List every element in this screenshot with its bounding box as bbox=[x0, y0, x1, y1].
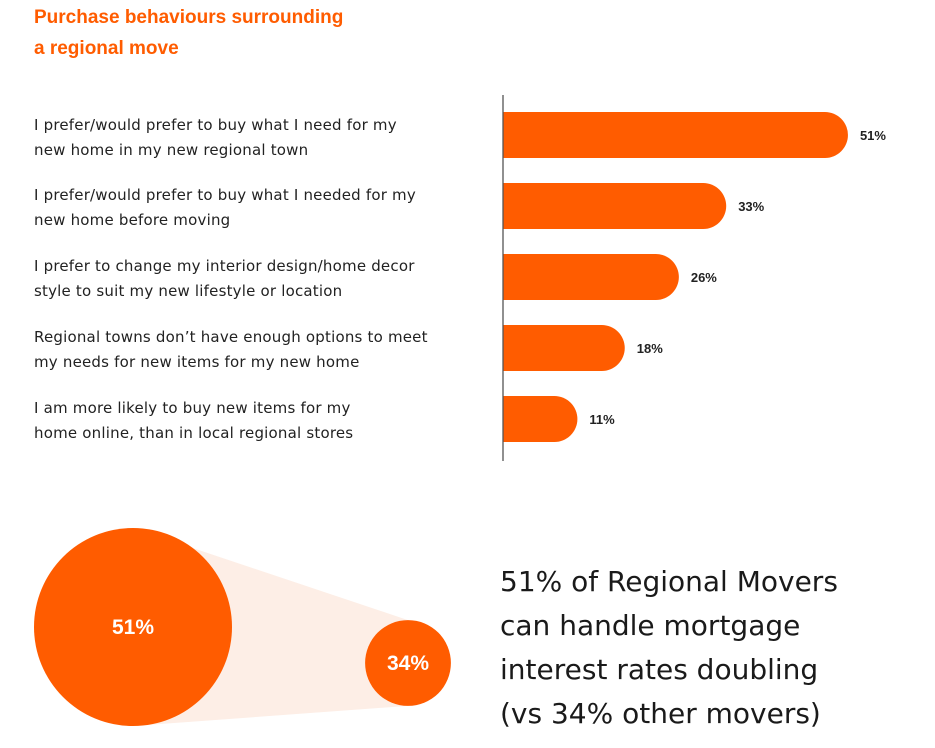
bubble-other-movers-label: 34% bbox=[387, 652, 429, 675]
bar-value-label-4: 18% bbox=[637, 341, 663, 356]
category-label-3-line-2: style to suit my new lifestyle or locati… bbox=[34, 282, 343, 300]
category-label-4: Regional towns don’t have enough options… bbox=[34, 325, 474, 375]
bubble-regional-movers bbox=[34, 528, 232, 726]
headline-line-1: 51% of Regional Movers bbox=[500, 565, 838, 598]
bar-2 bbox=[503, 183, 727, 229]
headline-line-3: interest rates doubling bbox=[500, 653, 819, 686]
bubble-other-movers bbox=[365, 620, 451, 706]
category-label-2-line-2: new home before moving bbox=[34, 211, 231, 229]
bar-value-label-5: 11% bbox=[589, 412, 615, 427]
bar-1 bbox=[503, 112, 848, 158]
category-label-2-line-1: I prefer/would prefer to buy what I need… bbox=[34, 186, 416, 204]
category-label-1: I prefer/would prefer to buy what I need… bbox=[34, 113, 474, 163]
bar-value-label-1: 51% bbox=[860, 128, 886, 143]
category-label-1-line-1: I prefer/would prefer to buy what I need… bbox=[34, 116, 397, 134]
category-label-5: I am more likely to buy new items for my… bbox=[34, 396, 474, 446]
bar-4 bbox=[503, 325, 625, 371]
chart-title: Purchase behaviours surrounding a region… bbox=[34, 2, 454, 64]
headline: 51% of Regional Movers can handle mortga… bbox=[500, 560, 920, 736]
category-label-5-line-1: I am more likely to buy new items for my bbox=[34, 399, 351, 417]
category-label-4-line-1: Regional towns don’t have enough options… bbox=[34, 328, 428, 346]
bar-3 bbox=[503, 254, 679, 300]
chart-title-line-1: Purchase behaviours surrounding bbox=[34, 7, 344, 28]
chart-title-line-2: a regional move bbox=[34, 38, 179, 59]
category-label-2: I prefer/would prefer to buy what I need… bbox=[34, 183, 474, 233]
category-label-4-line-2: my needs for new items for my new home bbox=[34, 353, 360, 371]
bars-group: 51% 33% 26% 18% 11% bbox=[503, 112, 886, 442]
bar-value-label-3: 26% bbox=[691, 270, 717, 285]
bar-chart: 51% 33% 26% 18% 11% bbox=[502, 95, 886, 461]
category-label-5-line-2: home online, than in local regional stor… bbox=[34, 424, 354, 442]
bar-value-label-2: 33% bbox=[738, 199, 764, 214]
category-label-1-line-2: new home in my new regional town bbox=[34, 141, 309, 159]
headline-line-4: (vs 34% other movers) bbox=[500, 697, 821, 730]
category-label-3: I prefer to change my interior design/ho… bbox=[34, 254, 474, 304]
category-label-3-line-1: I prefer to change my interior design/ho… bbox=[34, 257, 415, 275]
headline-line-2: can handle mortgage bbox=[500, 609, 801, 642]
bubble-regional-movers-label: 51% bbox=[112, 616, 154, 639]
bar-5 bbox=[503, 396, 578, 442]
